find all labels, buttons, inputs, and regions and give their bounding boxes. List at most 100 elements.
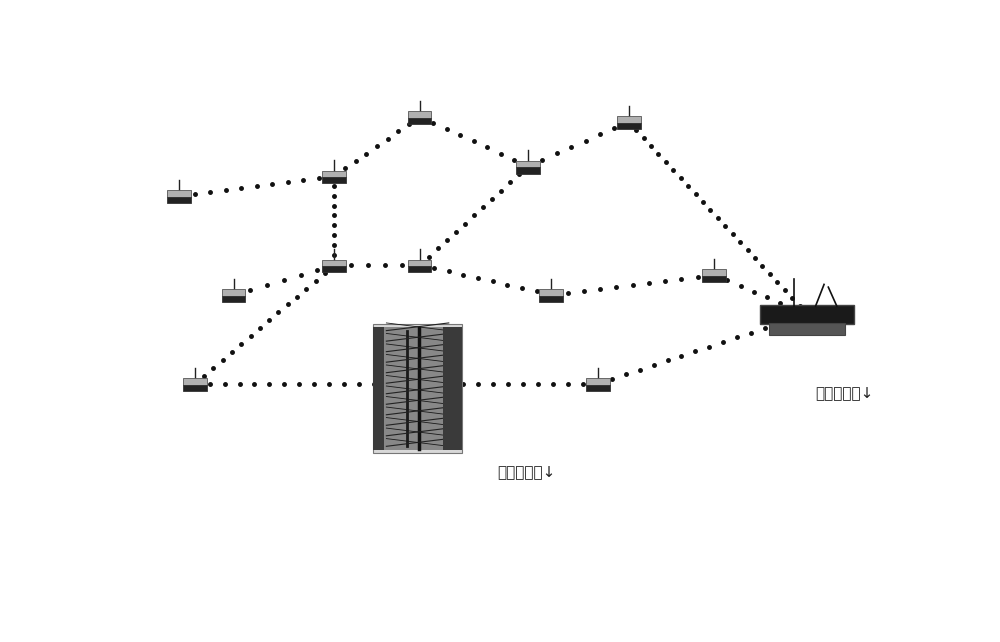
Point	[725, 229, 741, 239]
Bar	[183, 378, 207, 385]
Point	[306, 378, 322, 388]
Point	[289, 291, 305, 302]
Point	[769, 277, 785, 288]
Point	[740, 245, 756, 255]
Point	[202, 378, 218, 388]
Point	[412, 260, 428, 270]
Point	[687, 346, 703, 356]
Point	[777, 285, 793, 295]
Point	[530, 378, 546, 388]
Point	[343, 260, 359, 270]
Point	[657, 275, 673, 286]
Point	[232, 378, 248, 388]
Point	[261, 378, 277, 388]
Point	[493, 148, 509, 159]
Point	[439, 124, 455, 134]
Point	[259, 279, 275, 290]
Point	[412, 112, 428, 122]
Bar	[167, 190, 191, 197]
Point	[499, 279, 515, 290]
Point	[466, 136, 482, 146]
Point	[326, 230, 342, 240]
Point	[308, 275, 324, 286]
Point	[226, 290, 242, 300]
Point	[455, 270, 471, 280]
Point	[590, 378, 606, 388]
Point	[520, 161, 536, 171]
Point	[326, 171, 342, 181]
Text: 传感器节点↓: 传感器节点↓	[497, 465, 555, 480]
Point	[799, 309, 815, 320]
Point	[680, 180, 696, 191]
Point	[484, 194, 500, 204]
Point	[470, 378, 486, 388]
Point	[261, 315, 277, 325]
Point	[276, 378, 292, 388]
Point	[455, 378, 471, 388]
Point	[618, 369, 634, 379]
Point	[452, 130, 468, 140]
Point	[326, 240, 342, 250]
Text: 传感器网关↓: 传感器网关↓	[815, 386, 873, 401]
Point	[754, 261, 770, 272]
Point	[380, 134, 396, 144]
Point	[529, 286, 545, 297]
Bar	[322, 177, 346, 184]
Bar	[769, 324, 845, 334]
Point	[515, 378, 531, 388]
Point	[326, 200, 342, 211]
Point	[348, 156, 364, 166]
Point	[621, 116, 637, 126]
Point	[590, 378, 606, 388]
Point	[641, 277, 657, 288]
Point	[560, 378, 576, 388]
Point	[549, 148, 565, 159]
Point	[425, 117, 441, 128]
Point	[326, 191, 342, 201]
Point	[621, 116, 637, 126]
Point	[466, 211, 482, 221]
Point	[520, 161, 536, 171]
Point	[295, 175, 311, 185]
Bar	[702, 270, 726, 276]
Bar	[539, 296, 563, 302]
Point	[625, 279, 641, 290]
Point	[326, 260, 342, 270]
Point	[772, 298, 788, 308]
Bar	[167, 197, 191, 204]
Point	[457, 218, 473, 229]
Point	[799, 309, 815, 320]
Point	[426, 263, 442, 273]
Point	[412, 260, 428, 270]
Point	[576, 286, 592, 296]
Point	[545, 378, 561, 388]
Point	[358, 148, 374, 159]
Point	[592, 129, 608, 139]
Point	[321, 378, 337, 388]
Point	[233, 339, 249, 349]
Point	[441, 266, 457, 277]
Point	[336, 378, 352, 388]
Point	[759, 292, 775, 302]
Point	[701, 342, 717, 352]
Bar	[617, 116, 641, 123]
Point	[439, 235, 455, 245]
Point	[270, 308, 286, 318]
Point	[276, 275, 292, 285]
Bar	[539, 289, 563, 296]
Point	[543, 290, 559, 300]
Bar	[516, 167, 540, 173]
Point	[632, 365, 648, 375]
Point	[690, 272, 706, 282]
Point	[493, 186, 509, 196]
Point	[608, 281, 624, 291]
Point	[317, 268, 333, 278]
Point	[196, 370, 212, 381]
Point	[502, 177, 518, 187]
Point	[785, 314, 801, 324]
Point	[369, 141, 385, 152]
Point	[673, 173, 689, 183]
Point	[366, 378, 382, 388]
Point	[650, 148, 666, 159]
Bar	[617, 123, 641, 129]
